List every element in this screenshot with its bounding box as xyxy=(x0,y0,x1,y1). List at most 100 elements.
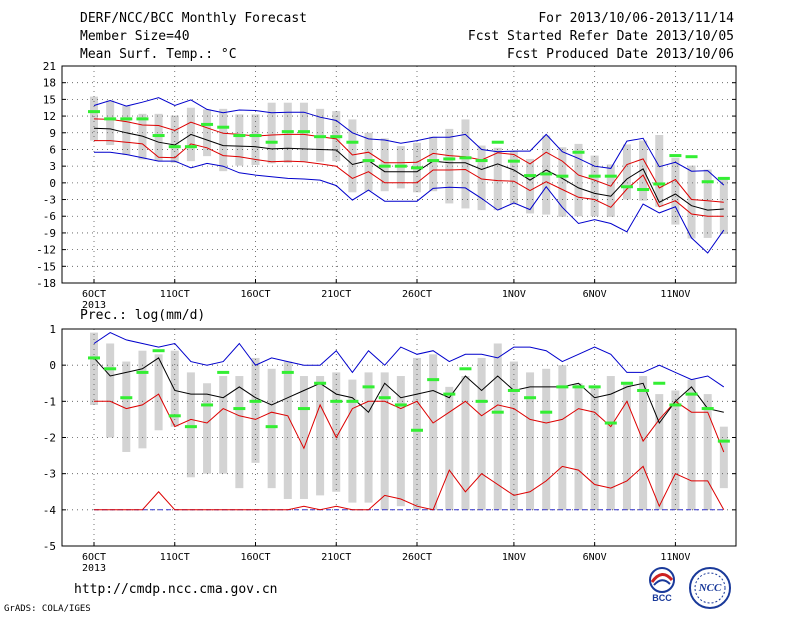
precip-panel-title: Prec.: log(mm/d) xyxy=(80,308,206,323)
precip-obs-marker xyxy=(217,370,230,374)
temperature-spread-bar xyxy=(429,136,438,192)
precip-obs-marker xyxy=(314,381,327,385)
temperature-spread-bar xyxy=(122,106,131,156)
temperature-spread-bar xyxy=(574,143,583,217)
temperature-spread-bar xyxy=(703,169,712,238)
precip-spread-bar xyxy=(380,372,389,510)
precip-spread-bar xyxy=(574,383,583,510)
temperature-obs-marker xyxy=(233,134,246,138)
produced-date: Fcst Produced Date 2013/10/06 xyxy=(507,47,734,62)
precip-spread-bar xyxy=(639,376,648,510)
temperature-obs-marker xyxy=(201,122,214,126)
precip-spread-bar xyxy=(461,376,470,510)
precip-spread-bar xyxy=(622,383,631,510)
temperature-spread-bar xyxy=(138,113,147,160)
precip-obs-marker xyxy=(669,403,682,407)
temperature-spread-bar xyxy=(493,147,502,211)
temperature-outer-lower-line xyxy=(94,151,725,254)
temperature-spread-bar xyxy=(348,119,357,193)
temperature-obs-marker xyxy=(152,134,165,138)
precip-obs-marker xyxy=(572,385,585,389)
temperature-obs-marker xyxy=(265,140,278,144)
precip-spread-bar xyxy=(445,386,454,510)
precip-y-tick-label: 1 xyxy=(49,323,56,336)
temperature-y-tick-label: 18 xyxy=(43,77,56,90)
precip-obs-marker xyxy=(443,392,456,396)
temperature-outer-upper-line xyxy=(93,97,725,186)
temperature-obs-marker xyxy=(184,145,197,149)
temperature-obs-marker xyxy=(217,125,230,129)
precip-obs-marker xyxy=(233,407,246,411)
temperature-x-tick-year: 2013 xyxy=(82,300,106,311)
refer-date: Fcst Started Refer Date 2013/10/05 xyxy=(467,29,734,44)
temperature-spread-bar xyxy=(461,119,470,209)
precip-obs-marker xyxy=(378,396,391,400)
precip-spread-bar xyxy=(219,376,228,474)
temperature-spread-bar xyxy=(235,114,244,166)
temperature-spread-bar xyxy=(170,115,179,163)
temperature-obs-marker xyxy=(249,134,262,138)
precip-spread-bar xyxy=(590,386,599,510)
temperature-mean-line xyxy=(93,127,724,211)
precip-obs-marker xyxy=(637,388,650,392)
temperature-obs-marker xyxy=(669,154,682,158)
temperature-obs-marker xyxy=(604,174,617,178)
temperature-y-tick-label: 0 xyxy=(49,177,56,190)
temperature-obs-marker xyxy=(556,174,569,178)
precip-y-tick-label: -2 xyxy=(43,432,56,445)
temperature-obs-marker xyxy=(701,180,714,184)
precip-spread-bar xyxy=(477,357,486,510)
temperature-obs-marker xyxy=(524,174,537,178)
precip-obs-marker xyxy=(152,349,165,353)
temperature-obs-marker xyxy=(120,117,133,121)
precip-spread-bar xyxy=(606,376,615,510)
temperature-spread-bar xyxy=(90,96,98,141)
precip-spread-bar xyxy=(396,376,405,507)
precip-obs-marker xyxy=(540,410,553,414)
precip-obs-marker xyxy=(685,392,698,396)
precip-spread-bar xyxy=(493,343,502,510)
temperature-obs-marker xyxy=(362,159,375,163)
precip-spread-bar xyxy=(509,361,518,510)
website-link[interactable]: http://cmdp.ncc.cma.gov.cn xyxy=(74,582,278,597)
precip-y-tick-label: -5 xyxy=(43,540,56,553)
temperature-spread-bar xyxy=(154,113,163,162)
precip-obs-marker xyxy=(120,396,133,400)
temperature-obs-marker xyxy=(637,188,650,192)
precip-spread-bar xyxy=(316,376,325,496)
temperature-x-tick-label: 21OCT xyxy=(321,289,351,300)
precip-obs-marker xyxy=(588,385,601,389)
precip-obs-marker xyxy=(717,439,730,443)
precip-obs-marker xyxy=(394,403,407,407)
temperature-obs-marker xyxy=(685,155,698,159)
temperature-x-tick-label: 6NOV xyxy=(583,289,607,300)
precip-spread-bar xyxy=(413,357,421,510)
precip-obs-marker xyxy=(475,399,488,403)
temperature-obs-marker xyxy=(330,135,343,139)
forecast-period: For 2013/10/06-2013/11/14 xyxy=(538,11,734,26)
precip-obs-marker xyxy=(184,425,197,429)
precip-mean-line xyxy=(93,357,724,425)
precip-spread-bar xyxy=(235,376,244,489)
precip-x-tick-label: 1NOV xyxy=(502,552,526,563)
precip-x-tick-label: 11OCT xyxy=(160,552,190,563)
temperature-spread-bar xyxy=(445,128,454,204)
precip-spread-bar xyxy=(299,376,308,499)
precip-spread-bar xyxy=(655,394,664,510)
temperature-obs-marker xyxy=(588,174,601,178)
chart-title: DERF/NCC/BCC Monthly Forecast xyxy=(80,11,307,26)
bcc-logo: BCC xyxy=(640,566,684,606)
precip-x-tick-label: 16OCT xyxy=(240,552,270,563)
precip-obs-marker xyxy=(427,378,440,382)
temperature-y-tick-label: -12 xyxy=(36,244,56,257)
precip-x-tick-label: 6OCT xyxy=(82,552,106,563)
precip-spread-bar xyxy=(154,354,163,431)
temperature-y-tick-label: 21 xyxy=(43,60,56,73)
temperature-obs-marker xyxy=(475,159,488,163)
temperature-spread-bar xyxy=(106,100,115,146)
temperature-x-tick-label: 11NOV xyxy=(660,289,690,300)
precip-spread-bar xyxy=(687,379,696,510)
temperature-y-tick-label: -18 xyxy=(36,277,56,290)
temperature-obs-marker xyxy=(281,130,294,134)
